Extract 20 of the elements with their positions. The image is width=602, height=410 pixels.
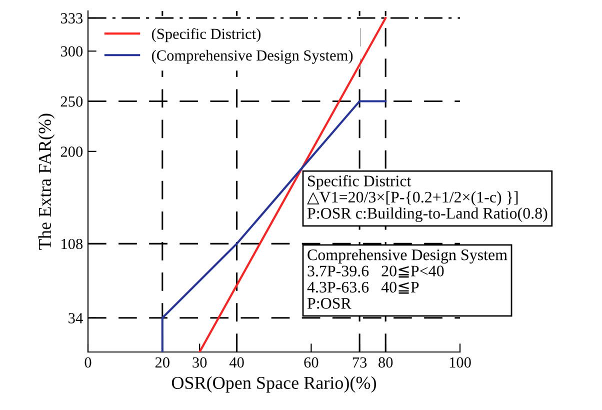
x-tick-label: 0 — [84, 357, 92, 368]
x-tick-label: 40 — [229, 357, 244, 368]
x-tick-label: 73 — [352, 357, 367, 368]
y-tick-label: 250 — [60, 96, 83, 107]
y-tick-label: 34 — [68, 313, 83, 324]
annotation: Comprehensive Design System 3.7P-39.6 20≦P<40 4.3P-63.6 40≦P P:OSR — [307, 249, 508, 309]
legend-label: (Comprehensive Design System) — [152, 50, 353, 64]
y-tick-label: 300 — [60, 46, 83, 57]
x-tick-label: 60 — [304, 357, 318, 368]
x-tick-label: 80 — [378, 357, 393, 368]
x-axis-title: OSR(Open Space Rario)(%) — [172, 376, 376, 393]
x-tick-label: 100 — [450, 357, 471, 368]
y-axis-title: The Extra FAR(%) — [38, 114, 55, 250]
legend-label: (Specific District) — [152, 28, 261, 42]
annotation: Specific District △V1=20/3×[P-{0.2+1/2×(1-c) }] P:OSR c:Building-to-Land Ratio(0.8) — [307, 175, 548, 222]
x-tick-label: 20 — [155, 357, 170, 368]
x-tick-label: 30 — [192, 357, 207, 368]
y-tick-label: 333 — [60, 13, 83, 24]
y-tick-label: 108 — [62, 238, 83, 250]
y-tick-label: 200 — [60, 146, 83, 157]
